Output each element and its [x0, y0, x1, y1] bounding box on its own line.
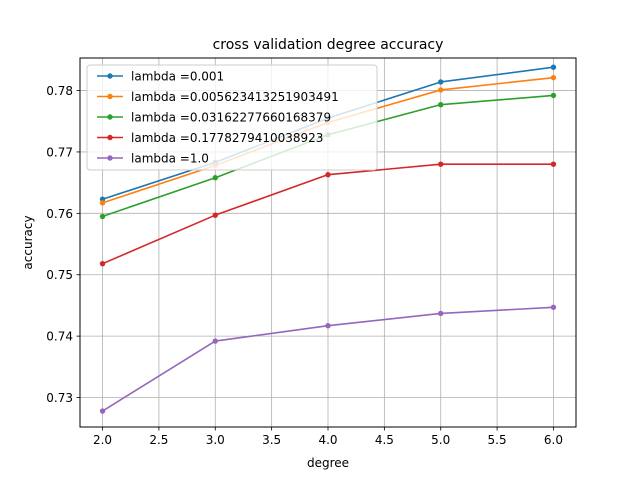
x-tick-label: 5.5 [488, 433, 507, 447]
x-tick-label: 5.0 [431, 433, 450, 447]
legend: lambda =0.001 lambda =0.00562341325190349… [86, 64, 378, 171]
x-axis-ticks: 2.0 2.5 3.0 3.5 4.0 4.5 5.0 5.5 6.0 [93, 427, 563, 447]
x-tick-label: 6.0 [544, 433, 563, 447]
data-point [99, 200, 106, 206]
chart-title: cross validation degree accuracy [213, 37, 444, 53]
legend-box [86, 64, 378, 171]
x-tick-label: 2.0 [93, 433, 112, 447]
legend-label: lambda =0.03162277660168379 [131, 111, 331, 125]
data-point [99, 408, 106, 414]
legend-label: lambda =0.005623413251903491 [131, 90, 339, 104]
data-point [550, 304, 557, 310]
x-tick-label: 3.0 [206, 433, 225, 447]
data-point [325, 171, 331, 178]
x-tick-label: 2.5 [149, 433, 168, 447]
legend-marker [107, 73, 113, 79]
data-point [212, 175, 218, 181]
data-point [550, 64, 557, 70]
legend-label: lambda =0.1778279410038923 [131, 131, 323, 145]
y-tick-label: 0.77 [46, 145, 73, 159]
legend-marker [107, 155, 113, 161]
data-point [438, 161, 444, 167]
y-axis-ticks: 0.73 0.74 0.75 0.76 0.77 0.78 [46, 84, 80, 405]
legend-label: lambda =1.0 [131, 152, 209, 166]
y-tick-label: 0.73 [46, 391, 73, 405]
x-tick-label: 4.5 [375, 433, 394, 447]
y-tick-label: 0.74 [46, 330, 73, 344]
y-tick-label: 0.75 [46, 268, 73, 282]
x-axis-label: degree [307, 456, 349, 470]
data-point [550, 92, 557, 99]
y-axis-label: accuracy [21, 215, 35, 269]
data-point [438, 87, 444, 93]
legend-marker [107, 114, 113, 120]
data-point [438, 79, 444, 85]
data-point [550, 161, 557, 167]
legend-label: lambda =0.001 [131, 70, 224, 84]
data-point [99, 213, 106, 220]
y-tick-label: 0.76 [46, 207, 73, 221]
legend-marker [107, 93, 113, 100]
data-point [438, 310, 444, 317]
x-tick-label: 4.0 [318, 433, 337, 447]
y-tick-label: 0.78 [46, 84, 73, 98]
data-point [438, 101, 444, 108]
data-point [99, 260, 106, 267]
data-point [212, 212, 218, 218]
data-point [212, 338, 218, 344]
data-point [550, 74, 557, 81]
legend-marker [107, 134, 113, 141]
x-tick-label: 3.5 [262, 433, 281, 447]
data-point [325, 322, 331, 329]
